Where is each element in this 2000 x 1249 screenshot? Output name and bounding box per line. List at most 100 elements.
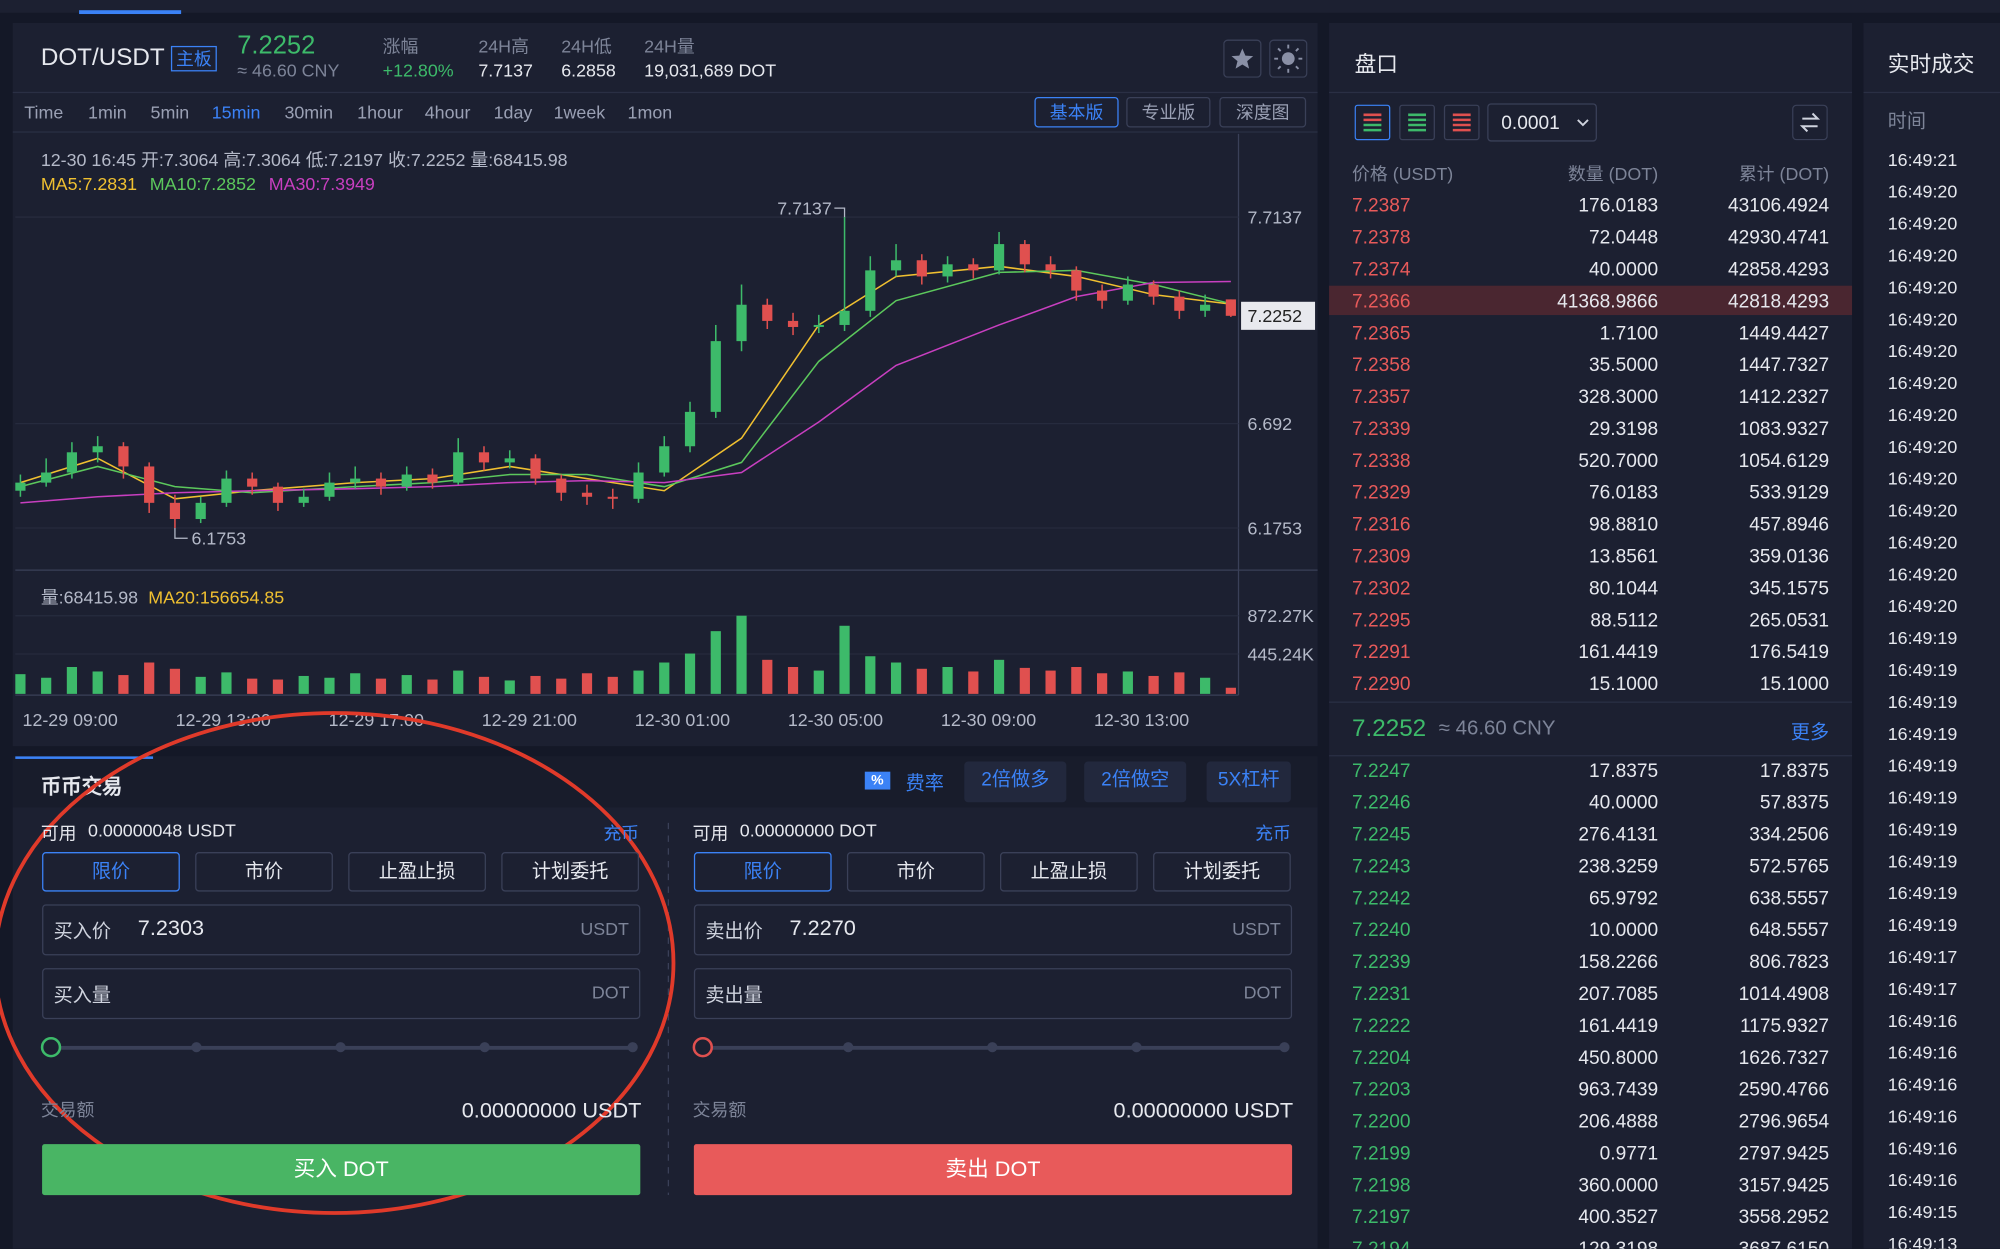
book-amount[interactable]: 161.4419 [1578, 1015, 1659, 1037]
book-amount[interactable]: 0.9771 [1599, 1142, 1659, 1165]
book-total[interactable]: 1014.4908 [1738, 983, 1830, 1006]
book-amount[interactable]: 17.8375 [1588, 760, 1659, 782]
book-amount[interactable]: 40.0000 [1588, 792, 1659, 814]
book-total[interactable]: 42818.4293 [1727, 290, 1830, 313]
order-type[interactable]: 计划委托 [1153, 852, 1291, 892]
book-total[interactable]: 265.0531 [1749, 609, 1830, 632]
book-amount[interactable]: 176.0183 [1578, 195, 1659, 217]
book-amount[interactable]: 76.0183 [1588, 482, 1659, 504]
trade-action[interactable]: 5X杠杆 [1206, 761, 1291, 803]
interval-tab[interactable]: 15min [211, 102, 261, 123]
deposit-link[interactable]: 充币 [1255, 822, 1291, 844]
book-price[interactable]: 7.2366 [1352, 290, 1411, 313]
book-price[interactable]: 7.2242 [1352, 887, 1411, 910]
book-amount[interactable]: 41368.9866 [1557, 290, 1659, 313]
book-price[interactable]: 7.2243 [1352, 855, 1411, 878]
book-amount[interactable]: 276.4131 [1578, 823, 1659, 846]
book-price[interactable]: 7.2197 [1352, 1206, 1411, 1229]
view-button[interactable]: 基本版 [1034, 96, 1119, 128]
book-amount[interactable]: 328.3000 [1578, 386, 1659, 409]
amount-input[interactable] [42, 968, 641, 1020]
deposit-link[interactable]: 充币 [603, 822, 640, 844]
book-price[interactable]: 7.2295 [1352, 609, 1411, 632]
book-amount[interactable]: 207.7085 [1578, 983, 1659, 1006]
book-price[interactable]: 7.2358 [1352, 354, 1411, 377]
book-price[interactable]: 7.2245 [1352, 823, 1411, 846]
book-total[interactable]: 1175.9327 [1740, 1015, 1830, 1037]
book-total[interactable]: 806.7823 [1749, 951, 1830, 974]
book-total[interactable]: 3558.2952 [1738, 1206, 1830, 1229]
book-price[interactable]: 7.2203 [1352, 1079, 1411, 1101]
book-price[interactable]: 7.2316 [1352, 514, 1411, 536]
book-price[interactable]: 7.2222 [1352, 1015, 1411, 1037]
book-total[interactable]: 17.8375 [1759, 760, 1830, 782]
book-price[interactable]: 7.2329 [1352, 482, 1411, 504]
book-price[interactable]: 7.2199 [1352, 1142, 1411, 1165]
slider-handle[interactable] [692, 1036, 714, 1058]
more-link[interactable]: 更多 [1790, 721, 1830, 744]
book-amount[interactable]: 88.5112 [1590, 609, 1659, 632]
trade-action[interactable]: 2倍做多 [964, 761, 1067, 803]
book-price[interactable]: 7.2387 [1352, 195, 1411, 217]
book-total[interactable]: 533.9129 [1749, 482, 1830, 504]
book-price[interactable]: 7.2200 [1352, 1110, 1411, 1133]
book-amount[interactable]: 158.2266 [1578, 951, 1659, 974]
book-amount[interactable]: 360.0000 [1578, 1174, 1659, 1197]
interval-tab[interactable]: 1week [553, 102, 606, 123]
book-total[interactable]: 43106.4924 [1727, 195, 1830, 217]
book-total[interactable]: 3687.6150 [1739, 1239, 1829, 1249]
order-type[interactable]: 止盈止损 [348, 852, 486, 892]
book-price[interactable]: 7.2291 [1352, 641, 1411, 664]
book-amount[interactable]: 10.0000 [1588, 919, 1659, 942]
book-total[interactable]: 176.5419 [1749, 641, 1830, 664]
book-total[interactable]: 1412.2327 [1738, 386, 1830, 409]
book-price[interactable]: 7.2204 [1352, 1047, 1411, 1069]
book-amount[interactable]: 206.4888 [1578, 1110, 1659, 1133]
order-type[interactable]: 止盈止损 [999, 852, 1138, 892]
amount-input[interactable] [693, 968, 1293, 1020]
interval-tab[interactable]: 4hour [424, 102, 471, 123]
book-total[interactable]: 359.0136 [1749, 545, 1830, 568]
book-amount[interactable]: 29.3198 [1588, 418, 1659, 441]
book-amount[interactable]: 450.8000 [1578, 1047, 1659, 1069]
book-amount[interactable]: 98.8810 [1588, 514, 1659, 536]
depth-mode-buttons[interactable] [1354, 104, 1610, 142]
swap-button[interactable] [1792, 104, 1828, 141]
order-type[interactable]: 市价 [195, 852, 333, 892]
interval-tab[interactable]: 1min [88, 102, 127, 123]
book-amount[interactable]: 963.7439 [1578, 1079, 1659, 1101]
precision-select[interactable] [1487, 103, 1597, 142]
interval-tab[interactable]: 30min [284, 102, 334, 123]
price-input[interactable] [693, 904, 1293, 956]
book-total[interactable]: 572.5765 [1749, 855, 1830, 878]
order-type[interactable]: 限价 [42, 852, 180, 892]
order-type[interactable]: 市价 [846, 852, 985, 892]
fee-link[interactable]: 费率 [905, 772, 944, 795]
trade-action[interactable]: 2倍做空 [1084, 761, 1187, 803]
interval-tab[interactable]: 1hour [357, 102, 403, 123]
theme-button[interactable] [1269, 39, 1308, 78]
book-total[interactable]: 638.5557 [1749, 887, 1830, 910]
book-price[interactable]: 7.2378 [1352, 227, 1411, 249]
book-total[interactable]: 42930.4741 [1727, 227, 1830, 249]
book-price[interactable]: 7.2338 [1352, 450, 1411, 472]
book-price[interactable]: 7.2247 [1352, 760, 1411, 782]
book-total[interactable]: 345.1575 [1749, 577, 1830, 600]
book-price[interactable]: 7.2198 [1352, 1174, 1411, 1197]
book-total[interactable]: 2590.4766 [1738, 1079, 1830, 1101]
book-total[interactable]: 1447.7327 [1738, 354, 1830, 377]
view-button[interactable]: 深度图 [1219, 96, 1307, 128]
order-type[interactable]: 计划委托 [501, 852, 640, 892]
book-amount[interactable]: 40.0000 [1588, 258, 1659, 281]
book-total[interactable]: 648.5557 [1749, 919, 1830, 942]
book-amount[interactable]: 400.3527 [1578, 1206, 1659, 1229]
book-total[interactable]: 457.8946 [1749, 514, 1830, 536]
book-amount[interactable]: 161.4419 [1578, 641, 1659, 664]
order-type[interactable]: 限价 [693, 852, 832, 892]
book-total[interactable]: 2796.9654 [1738, 1110, 1830, 1133]
book-amount[interactable]: 1.7100 [1599, 322, 1659, 345]
book-amount[interactable]: 13.8561 [1588, 545, 1659, 568]
book-price[interactable]: 7.2365 [1352, 322, 1411, 345]
book-price[interactable]: 7.2194 [1352, 1239, 1411, 1249]
book-total[interactable]: 1626.7327 [1738, 1047, 1830, 1069]
